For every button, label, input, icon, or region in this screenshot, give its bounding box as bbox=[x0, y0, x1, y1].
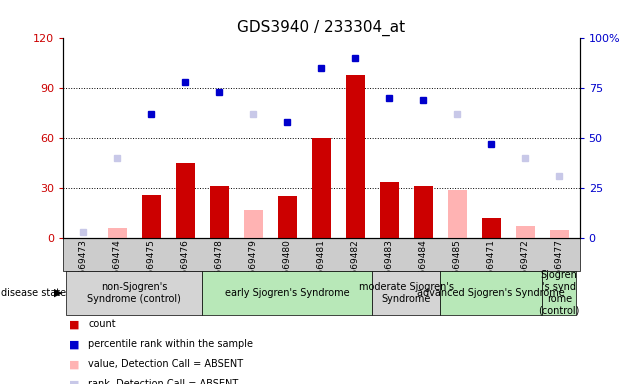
Bar bbox=[516, 227, 535, 238]
Text: value, Detection Call = ABSENT: value, Detection Call = ABSENT bbox=[88, 359, 243, 369]
Text: ■: ■ bbox=[69, 339, 80, 349]
Bar bbox=[210, 187, 229, 238]
Text: disease state: disease state bbox=[1, 288, 66, 298]
Bar bbox=[346, 75, 365, 238]
Text: ■: ■ bbox=[69, 359, 80, 369]
Bar bbox=[448, 190, 467, 238]
Text: ▶: ▶ bbox=[54, 288, 62, 298]
Text: non-Sjogren's
Syndrome (control): non-Sjogren's Syndrome (control) bbox=[88, 282, 181, 304]
Bar bbox=[414, 187, 433, 238]
Bar bbox=[108, 228, 127, 238]
Text: rank, Detection Call = ABSENT: rank, Detection Call = ABSENT bbox=[88, 379, 238, 384]
Text: ■: ■ bbox=[69, 319, 80, 329]
Bar bbox=[278, 197, 297, 238]
Title: GDS3940 / 233304_at: GDS3940 / 233304_at bbox=[238, 20, 405, 36]
Bar bbox=[380, 182, 399, 238]
Text: count: count bbox=[88, 319, 116, 329]
Bar bbox=[244, 210, 263, 238]
Bar bbox=[482, 218, 501, 238]
Bar bbox=[550, 230, 568, 238]
Bar bbox=[176, 163, 195, 238]
Text: early Sjogren's Syndrome: early Sjogren's Syndrome bbox=[225, 288, 350, 298]
Text: advanced Sjogren's Syndrome: advanced Sjogren's Syndrome bbox=[417, 288, 565, 298]
Bar bbox=[142, 195, 161, 238]
Text: Sjogren
's synd
rome
(control): Sjogren 's synd rome (control) bbox=[539, 270, 580, 315]
Bar bbox=[312, 138, 331, 238]
Text: moderate Sjogren's
Syndrome: moderate Sjogren's Syndrome bbox=[358, 282, 454, 304]
Text: percentile rank within the sample: percentile rank within the sample bbox=[88, 339, 253, 349]
Text: ■: ■ bbox=[69, 379, 80, 384]
